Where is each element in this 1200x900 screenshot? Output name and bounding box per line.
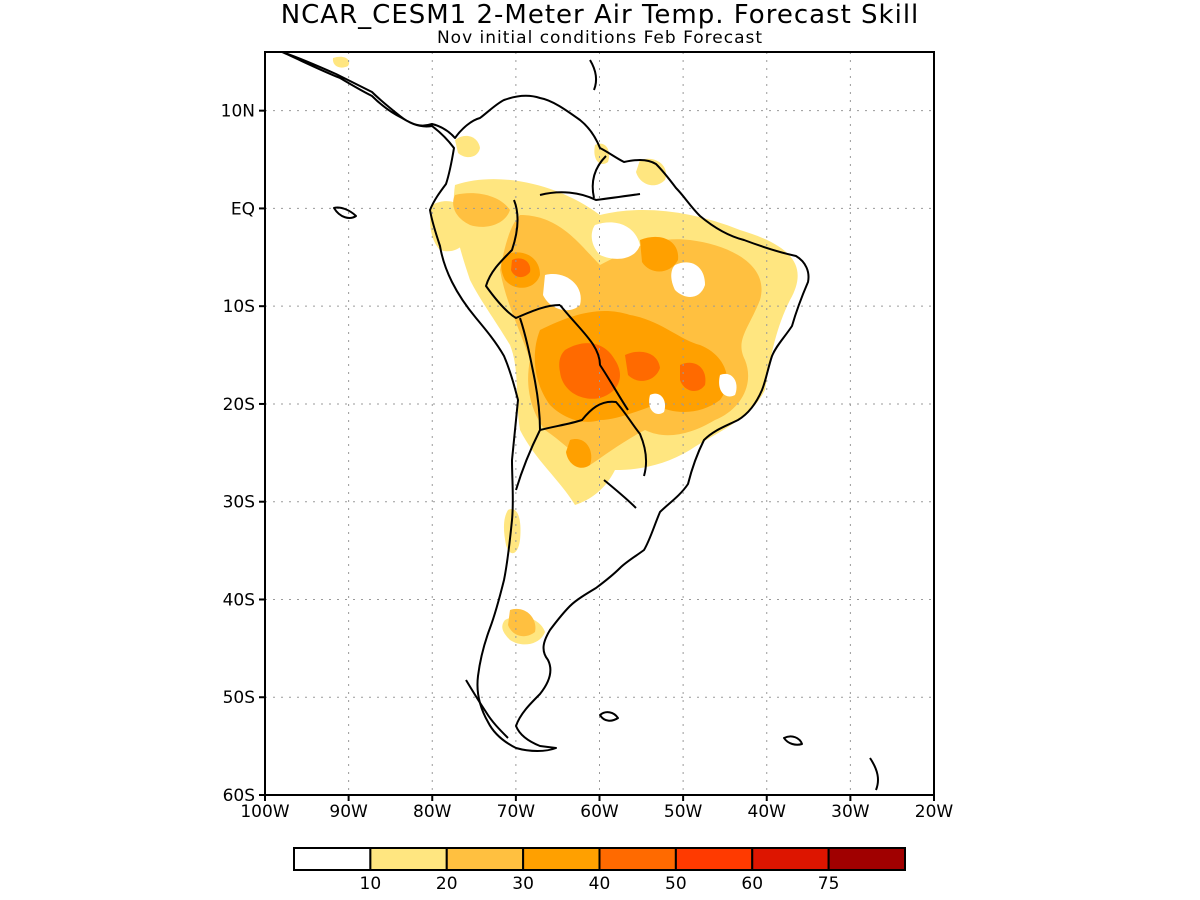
skill-shading [332, 56, 798, 645]
colorbar-swatch [369, 847, 448, 871]
lon-tick-label: 50W [664, 802, 703, 822]
colorbar-swatch [827, 847, 906, 871]
lon-tick-label: 90W [329, 802, 368, 822]
colorbar-label: 40 [589, 874, 611, 894]
colorbar-label: 50 [665, 874, 687, 894]
lon-tick-label: 20W [915, 802, 954, 822]
lat-tick-label: EQ [231, 199, 255, 219]
lat-tick-label: 40S [223, 590, 255, 610]
lon-tick-label: 70W [497, 802, 536, 822]
colorbar-label: 60 [741, 874, 763, 894]
colorbar-swatch [522, 847, 601, 871]
coastlines [281, 52, 879, 791]
lon-tick-label: 30W [831, 802, 870, 822]
lon-tick-label: 80W [413, 802, 452, 822]
chart-subtitle: Nov initial conditions Feb Forecast [436, 28, 764, 48]
colorbar-label: 10 [360, 874, 382, 894]
lat-tick-label: 10N [221, 102, 255, 122]
chart-title: NCAR_CESM1 2-Meter Air Temp. Forecast Sk… [280, 0, 920, 30]
longitude-axis: 100W 90W 80W 70W 60W 50W 40W 30W 20W [240, 795, 953, 822]
lon-tick-label: 40W [748, 802, 787, 822]
colorbar-swatch [445, 847, 525, 871]
lat-tick-label: 10S [223, 297, 255, 317]
lon-tick-label: 60W [580, 802, 619, 822]
lat-tick-label: 30S [223, 493, 255, 513]
colorbar-label: 20 [436, 874, 458, 894]
lat-tick-label: 60S [223, 786, 255, 806]
colorbar-swatch [674, 847, 754, 871]
colorbar-label: 75 [818, 874, 840, 894]
colorbar-label: 30 [512, 874, 534, 894]
colorbar-swatch [751, 847, 830, 871]
lat-tick-label: 50S [223, 688, 255, 708]
colorbar-swatch [293, 847, 372, 871]
lat-tick-label: 20S [223, 395, 255, 415]
colorbar: 10 20 30 40 50 60 75 [293, 847, 906, 894]
colorbar-swatch [598, 847, 677, 871]
lon-tick-label: 100W [240, 802, 289, 822]
latitude-axis: 10N EQ 10S 20S 30S 40S 50S 60S [221, 102, 265, 806]
